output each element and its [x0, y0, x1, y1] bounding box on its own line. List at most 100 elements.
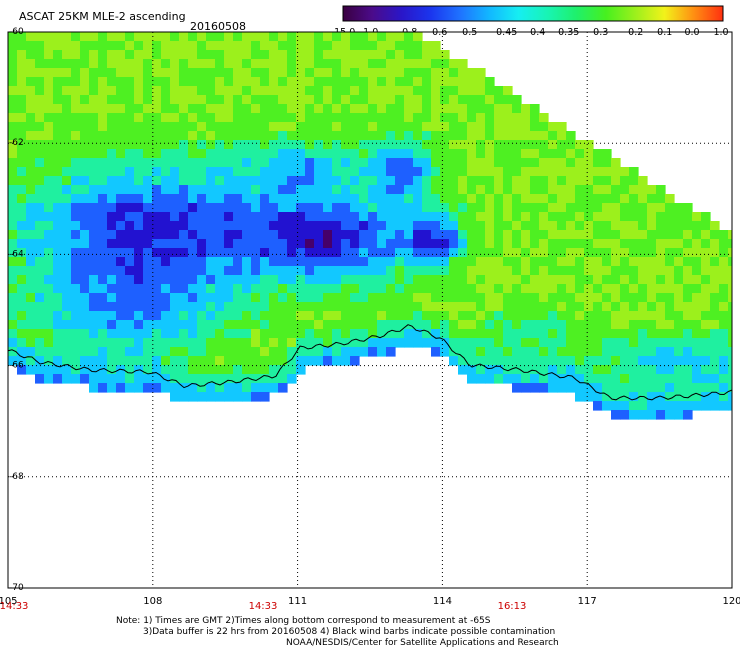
wind-cell	[287, 113, 297, 123]
wind-cell	[467, 167, 477, 177]
wind-cell	[278, 338, 288, 348]
wind-cell	[89, 221, 99, 231]
wind-cell	[71, 194, 81, 204]
wind-cell	[98, 293, 108, 303]
wind-cell	[251, 50, 261, 60]
wind-cell	[656, 401, 666, 411]
wind-cell	[386, 77, 396, 87]
wind-cell	[368, 59, 378, 69]
wind-cell	[44, 59, 54, 69]
wind-cell	[638, 383, 648, 393]
wind-cell	[152, 68, 162, 78]
wind-cell	[143, 257, 153, 267]
wind-cell	[98, 266, 108, 276]
wind-cell	[611, 338, 621, 348]
wind-cell	[557, 365, 567, 375]
wind-cell	[98, 302, 108, 312]
wind-cell	[503, 86, 513, 96]
wind-cell	[503, 347, 513, 357]
wind-cell	[170, 338, 180, 348]
wind-cell	[53, 68, 63, 78]
wind-cell	[89, 167, 99, 177]
wind-cell	[728, 275, 732, 285]
wind-cell	[44, 86, 54, 96]
wind-cell	[368, 68, 378, 78]
wind-cell	[98, 239, 108, 249]
wind-cell	[323, 293, 333, 303]
wind-cell	[53, 320, 63, 330]
wind-cell	[215, 266, 225, 276]
wind-cell	[179, 122, 189, 132]
wind-cell	[323, 167, 333, 177]
wind-cell	[35, 122, 45, 132]
wind-cell	[305, 149, 315, 159]
wind-cell	[206, 131, 216, 141]
wind-cell	[611, 347, 621, 357]
wind-cell	[215, 347, 225, 357]
wind-cell	[107, 374, 117, 384]
wind-cell	[557, 347, 567, 357]
wind-cell	[206, 32, 216, 42]
wind-cell	[404, 59, 414, 69]
wind-cell	[233, 347, 243, 357]
wind-cell	[152, 185, 162, 195]
wind-cell	[656, 203, 666, 213]
wind-cell	[665, 410, 675, 420]
wind-cell	[8, 95, 18, 105]
wind-cell	[656, 266, 666, 276]
wind-cell	[629, 203, 639, 213]
wind-cell	[332, 248, 342, 258]
wind-cell	[629, 257, 639, 267]
wind-cell	[485, 365, 495, 375]
wind-cell	[260, 149, 270, 159]
wind-cell	[215, 311, 225, 321]
wind-cell	[674, 239, 684, 249]
wind-cell	[422, 239, 432, 249]
wind-cell	[611, 239, 621, 249]
wind-cell	[476, 140, 486, 150]
wind-cell	[701, 338, 711, 348]
longitude-label: 117	[578, 596, 597, 607]
wind-cell	[719, 329, 729, 339]
wind-cell	[134, 41, 144, 51]
wind-cell	[116, 248, 126, 258]
wind-cell	[575, 230, 585, 240]
wind-cell	[431, 203, 441, 213]
wind-cell	[143, 95, 153, 105]
wind-cell	[287, 248, 297, 258]
wind-cell	[152, 104, 162, 114]
wind-cell	[170, 266, 180, 276]
wind-cell	[431, 140, 441, 150]
wind-cell	[134, 32, 144, 42]
wind-cell	[287, 122, 297, 132]
wind-cell	[350, 59, 360, 69]
wind-cell	[530, 167, 540, 177]
wind-cell	[143, 131, 153, 141]
wind-cell	[179, 140, 189, 150]
wind-cell	[332, 122, 342, 132]
wind-cell	[602, 338, 612, 348]
wind-cell	[35, 59, 45, 69]
wind-cell	[395, 149, 405, 159]
wind-cell	[503, 356, 513, 366]
wind-cell	[188, 302, 198, 312]
wind-cell	[368, 347, 378, 357]
wind-cell	[575, 248, 585, 258]
wind-cell	[305, 347, 315, 357]
wind-cell	[224, 158, 234, 168]
wind-cell	[251, 212, 261, 222]
wind-cell	[161, 95, 171, 105]
wind-cell	[188, 50, 198, 60]
wind-cell	[116, 320, 126, 330]
wind-cell	[629, 194, 639, 204]
wind-cell	[314, 293, 324, 303]
wind-cell	[8, 158, 18, 168]
wind-cell	[80, 365, 90, 375]
wind-cell	[206, 86, 216, 96]
wind-cell	[242, 140, 252, 150]
wind-cell	[512, 176, 522, 186]
wind-cell	[521, 239, 531, 249]
wind-cell	[206, 113, 216, 123]
wind-cell	[638, 374, 648, 384]
